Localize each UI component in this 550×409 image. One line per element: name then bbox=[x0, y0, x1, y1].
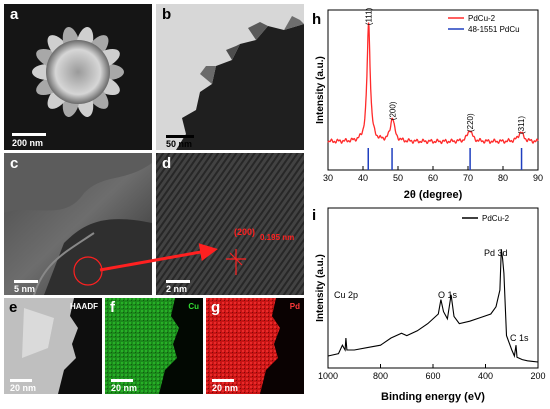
haadf-image bbox=[4, 298, 102, 394]
hrtem-lattice-image bbox=[156, 153, 304, 295]
xrd-peak-label: (200) bbox=[388, 101, 397, 120]
xrd-x-tick-label: 40 bbox=[358, 173, 368, 183]
xrd-x-axis-label: 2θ (degree) bbox=[404, 189, 463, 201]
xps-x-tick-label: 1000 bbox=[318, 371, 338, 381]
xrd-peak-label: (311) bbox=[517, 116, 526, 134]
xrd-x-tick-label: 70 bbox=[463, 173, 473, 183]
xps-x-tick-label: 200 bbox=[530, 371, 545, 381]
scale-bar-c bbox=[14, 280, 38, 283]
scale-label-g: 20 nm bbox=[212, 383, 239, 393]
xrd-y-axis-label: Intensity (a.u.) bbox=[315, 56, 326, 124]
panel-a: a 200 nm bbox=[4, 4, 152, 150]
xrd-legend: PdCu-2 48-1551 PdCu bbox=[448, 14, 520, 34]
panel-label-c: c bbox=[10, 155, 19, 172]
xps-legend: PdCu-2 bbox=[462, 214, 510, 223]
panel-c: c 5 nm bbox=[4, 153, 152, 295]
legend-label-xps: PdCu-2 bbox=[482, 214, 510, 223]
xrd-reference-lines bbox=[367, 148, 523, 170]
xps-x-tick-label: 600 bbox=[425, 371, 440, 381]
channel-label-cu: Cu bbox=[188, 302, 199, 311]
xrd-peak-label: (220) bbox=[466, 113, 475, 132]
scale-bar-g bbox=[212, 379, 234, 382]
legend-label-pdcu2: PdCu-2 bbox=[468, 14, 496, 23]
panel-label-b: b bbox=[162, 6, 172, 23]
xrd-chart: h 30 40 50 60 70 80 90 (111) (200) (220) (311) 2θ… bbox=[312, 7, 543, 201]
xps-chart: i 1000 800 600 400 200 Cu 2p O 1s Pd 3d C 1s… bbox=[312, 207, 546, 403]
xrd-x-ticks: 30 40 50 60 70 80 90 bbox=[323, 166, 543, 183]
xps-annotation-pd3d: Pd 3d bbox=[484, 248, 508, 258]
xrd-x-tick-label: 80 bbox=[498, 173, 508, 183]
xps-x-tick-label: 400 bbox=[478, 371, 493, 381]
xrd-x-tick-label: 90 bbox=[533, 173, 543, 183]
xrd-plot-frame bbox=[327, 9, 539, 171]
cu-map-image bbox=[105, 298, 203, 394]
panel-label-h: h bbox=[312, 11, 321, 28]
scale-label-b: 50 nm bbox=[166, 139, 193, 149]
panel-e: e HAADF 20 nm bbox=[4, 298, 102, 394]
sem-particle-image bbox=[4, 4, 152, 150]
panel-b: b 50 nm bbox=[156, 4, 304, 150]
panel-label-g: g bbox=[211, 299, 221, 316]
scale-bar-a bbox=[12, 133, 46, 136]
panel-label-e: e bbox=[9, 299, 18, 316]
channel-label-haadf: HAADF bbox=[70, 302, 98, 311]
scale-bar-e bbox=[10, 379, 32, 382]
scale-label-d: 2 nm bbox=[166, 284, 188, 294]
xps-x-tick-label: 800 bbox=[373, 371, 388, 381]
panel-g: g Pd 20 nm bbox=[206, 298, 304, 394]
xps-annotation-o1s: O 1s bbox=[438, 290, 458, 300]
xps-series-line bbox=[327, 249, 539, 363]
panel-label-f: f bbox=[110, 299, 115, 316]
scale-label-e: 20 nm bbox=[10, 383, 37, 393]
xps-annotation-c1s: C 1s bbox=[510, 333, 529, 343]
panel-f: f Cu 20 nm bbox=[105, 298, 203, 394]
hrtem-image-c bbox=[4, 153, 152, 295]
pd-map-image bbox=[206, 298, 304, 394]
lattice-plane-label: (200) bbox=[234, 227, 256, 237]
xps-y-axis-label: Intensity (a.u.) bbox=[315, 254, 326, 322]
scale-label-c: 5 nm bbox=[14, 284, 36, 294]
xps-x-ticks: 1000 800 600 400 200 bbox=[318, 364, 546, 381]
xrd-peak-label: (111) bbox=[365, 7, 374, 25]
tem-edge-image bbox=[156, 4, 304, 150]
channel-label-pd: Pd bbox=[289, 302, 300, 311]
panel-label-d: d bbox=[162, 155, 172, 172]
panel-label-i: i bbox=[312, 207, 316, 224]
panel-label-a: a bbox=[10, 6, 19, 23]
legend-label-ref: 48-1551 PdCu bbox=[468, 25, 520, 34]
scale-label-f: 20 nm bbox=[111, 383, 138, 393]
xrd-x-tick-label: 30 bbox=[323, 173, 333, 183]
scale-bar-d bbox=[166, 280, 190, 283]
panel-d: d (200) 0.195 nm 2 nm bbox=[156, 153, 304, 295]
scale-bar-f bbox=[111, 379, 133, 382]
lattice-spacing-label: 0.195 nm bbox=[260, 233, 295, 242]
xrd-x-tick-label: 60 bbox=[428, 173, 438, 183]
scale-label-a: 200 nm bbox=[12, 138, 44, 148]
xps-x-axis-label: Binding energy (eV) bbox=[381, 391, 485, 403]
xrd-x-tick-label: 50 bbox=[393, 173, 403, 183]
xps-plot-frame bbox=[327, 207, 539, 369]
xps-annotation-cu2p: Cu 2p bbox=[334, 290, 358, 300]
xrd-series-line bbox=[327, 22, 539, 145]
scale-bar-b bbox=[166, 135, 194, 138]
xrd-peak-labels: (111) (200) (220) (311) bbox=[365, 7, 526, 134]
